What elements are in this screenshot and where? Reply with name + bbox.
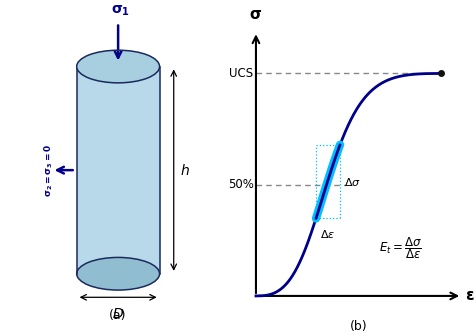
Text: $\mathbf{\sigma}$: $\mathbf{\sigma}$ [249,7,263,22]
Ellipse shape [77,50,160,83]
Polygon shape [77,66,160,274]
Text: $D$: $D$ [112,307,124,321]
Text: UCS: UCS [229,67,254,80]
Text: 50%: 50% [228,178,254,191]
Text: $\Delta\varepsilon$: $\Delta\varepsilon$ [320,227,336,239]
Text: $E_t = \dfrac{\Delta\sigma}{\Delta\varepsilon}$: $E_t = \dfrac{\Delta\sigma}{\Delta\varep… [379,235,422,261]
Text: $\mathbf{\sigma_1}$: $\mathbf{\sigma_1}$ [111,3,130,18]
Text: $\mathbf{\varepsilon}$: $\mathbf{\varepsilon}$ [465,289,474,303]
Text: $h$: $h$ [180,163,190,178]
Text: (b): (b) [350,320,368,333]
Text: (a): (a) [109,309,127,322]
Text: $\Delta\sigma$: $\Delta\sigma$ [344,176,361,188]
Ellipse shape [77,258,160,290]
Text: $\mathbf{\sigma_2{=}\sigma_3{=}0}$: $\mathbf{\sigma_2{=}\sigma_3{=}0}$ [42,144,55,197]
